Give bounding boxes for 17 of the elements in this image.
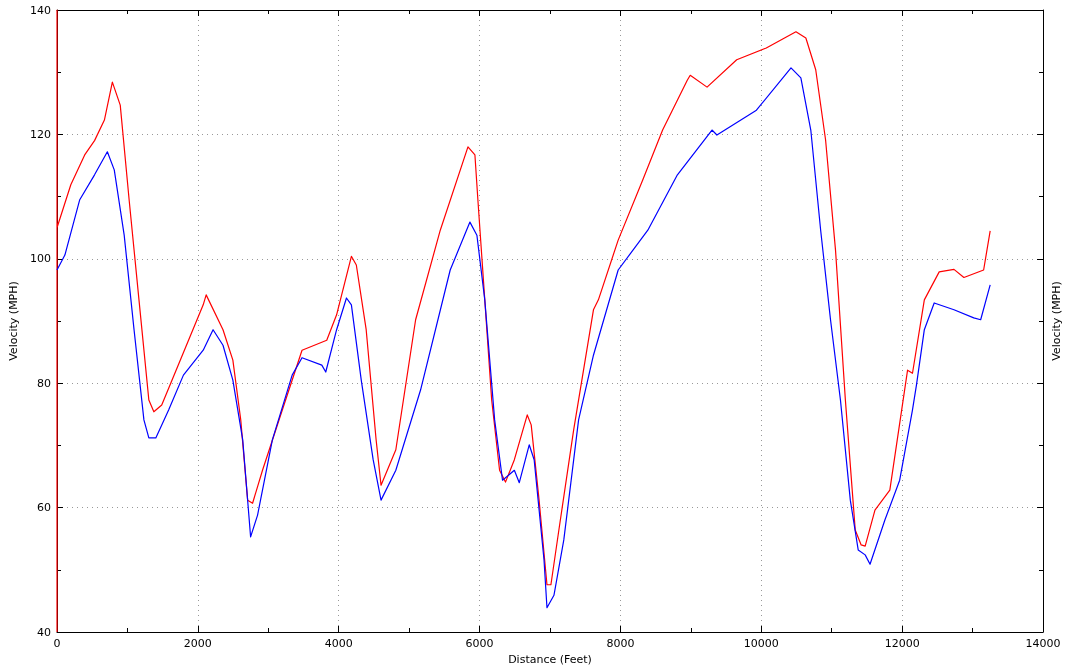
x-tick-label: 0 [53, 637, 61, 650]
y-axis-title: Velocity (MPH) [7, 281, 20, 361]
x-tick-label: 14000 [1025, 637, 1061, 650]
y-tick-label: 60 [37, 501, 51, 515]
x-tick-label: 8000 [606, 637, 635, 650]
y-tick-label: 40 [37, 625, 51, 639]
x-tick-label: 4000 [324, 637, 353, 650]
y-tick-label: 140 [30, 3, 51, 17]
y2-axis-title: Velocity (MPH) [1050, 281, 1063, 361]
x-tick-label: 12000 [884, 637, 920, 650]
y-tick-label: 80 [37, 376, 51, 390]
y-tick-label: 100 [30, 252, 51, 266]
y-tick-label: 120 [30, 127, 51, 141]
x-tick-label: 10000 [743, 637, 779, 650]
x-tick-label: 6000 [465, 637, 494, 650]
x-axis-title: Distance (Feet) [508, 653, 592, 666]
x-tick-label: 2000 [183, 637, 212, 650]
